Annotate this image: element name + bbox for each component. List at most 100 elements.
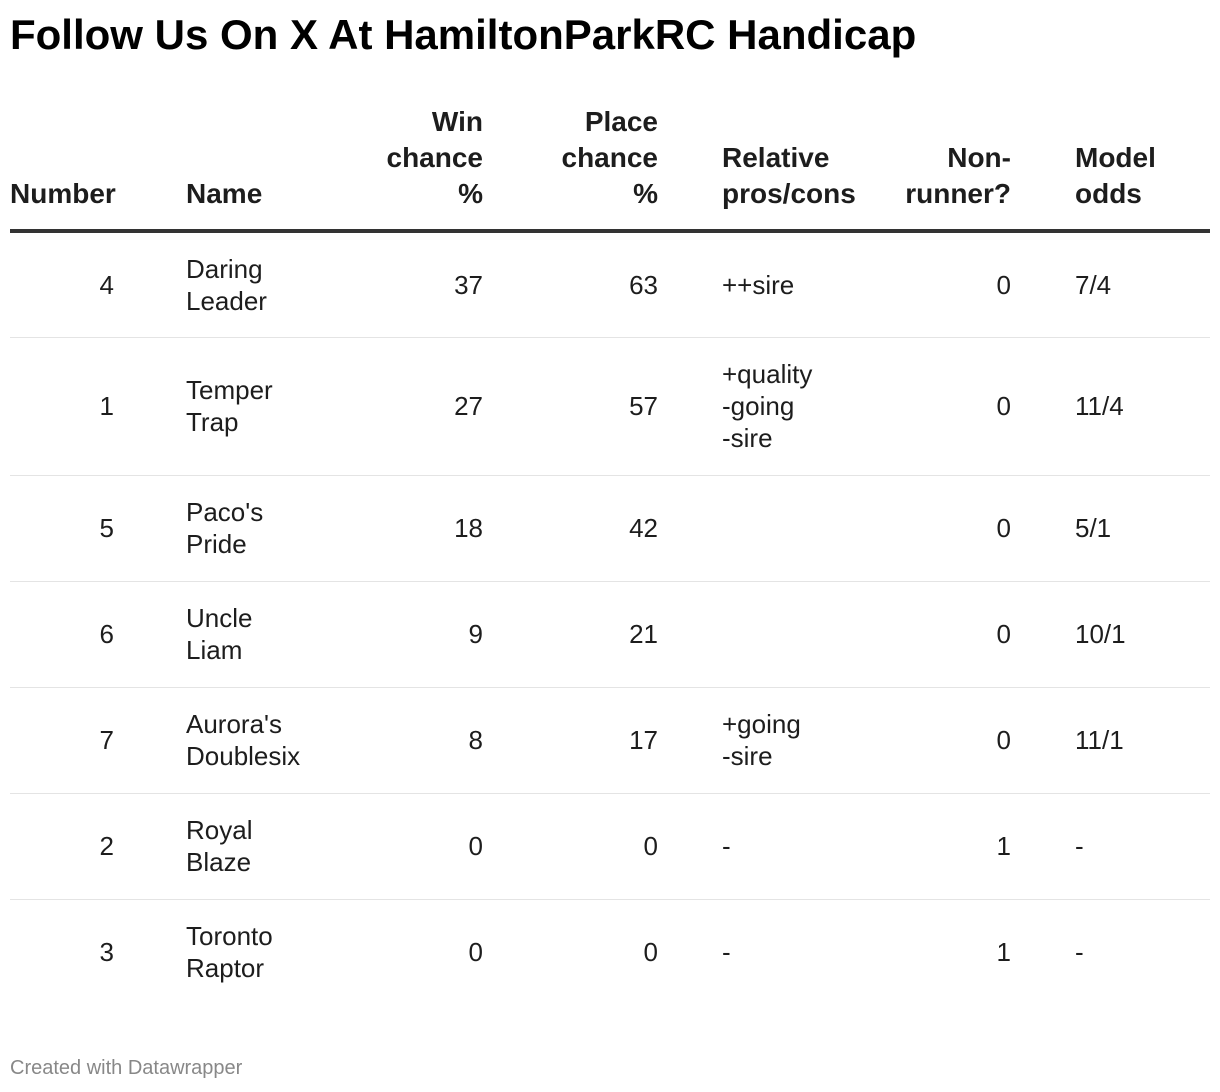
header-line: pros/cons xyxy=(722,178,856,209)
cell-non-runner: 1 xyxy=(996,937,1011,968)
cell-non-runner: 0 xyxy=(996,269,1011,300)
name-line: Royal xyxy=(186,815,253,845)
column-header-number[interactable]: Number xyxy=(10,104,186,233)
table-row: 3 Toronto Raptor 0 0 - 1 - xyxy=(10,899,1210,1005)
column-header-win-chance[interactable]: Win chance % xyxy=(348,104,483,233)
name-line: Blaze xyxy=(186,847,252,877)
header-line: Place xyxy=(584,106,658,137)
column-header-non-runner[interactable]: Non- runner? xyxy=(831,104,1011,233)
cell-model-odds: 10/1 xyxy=(1075,619,1126,649)
cell-place-chance: 17 xyxy=(629,725,658,755)
cell-model-odds: 11/4 xyxy=(1075,391,1124,421)
cell-win-chance: 0 xyxy=(468,831,483,861)
cell-non-runner: 0 xyxy=(996,619,1011,649)
header-line: Win xyxy=(431,106,483,137)
name-line: Doublesix xyxy=(186,741,301,771)
cell-model-odds: - xyxy=(1075,831,1084,861)
name-line: Aurora's xyxy=(186,709,283,739)
pros-cons-line: -going xyxy=(722,391,795,421)
column-header-model-odds[interactable]: Model odds xyxy=(1011,104,1210,233)
cell-number: 3 xyxy=(99,937,114,968)
pros-cons-line: -sire xyxy=(722,741,773,771)
name-line: Raptor xyxy=(186,953,265,984)
header-row: Number Name Win chance % Place chance % … xyxy=(10,104,1210,233)
cell-name: Uncle Liam xyxy=(186,581,348,687)
cell-model-odds: 5/1 xyxy=(1075,513,1112,543)
name-line: Pride xyxy=(186,529,247,559)
pros-cons-line: -sire xyxy=(722,423,773,453)
pros-cons-line: - xyxy=(722,937,731,968)
header-line: Name xyxy=(186,178,263,209)
chart-title: Follow Us On X At HamiltonParkRC Handica… xyxy=(10,11,917,58)
cell-name: Daring Leader xyxy=(186,231,348,337)
cell-win-chance: 37 xyxy=(454,269,483,300)
name-line: Paco's xyxy=(186,497,264,527)
cell-place-chance: 42 xyxy=(629,513,658,543)
pros-cons-line: - xyxy=(722,831,731,861)
cell-number: 7 xyxy=(99,725,114,755)
header-line: odds xyxy=(1075,178,1142,209)
name-line: Liam xyxy=(186,635,243,665)
cell-place-chance: 21 xyxy=(629,619,658,649)
cell-win-chance: 27 xyxy=(454,391,483,421)
header-line: % xyxy=(458,178,483,209)
data-table: Number Name Win chance % Place chance % … xyxy=(10,104,1210,1005)
header-line: Relative xyxy=(722,142,830,173)
cell-place-chance: 63 xyxy=(629,269,658,300)
cell-pros-cons xyxy=(658,581,831,687)
name-line: Leader xyxy=(186,285,267,316)
name-line: Toronto xyxy=(186,921,273,952)
name-line: Trap xyxy=(186,407,239,437)
name-line: Uncle xyxy=(186,603,253,633)
attribution-footer[interactable]: Created with Datawrapper xyxy=(10,1057,243,1079)
cell-number: 4 xyxy=(99,269,114,300)
header-line: Number xyxy=(10,178,116,209)
cell-pros-cons: ++sire xyxy=(658,231,831,337)
table-header: Number Name Win chance % Place chance % … xyxy=(10,104,1210,233)
cell-number: 5 xyxy=(99,513,114,543)
cell-place-chance: 0 xyxy=(643,831,658,861)
cell-model-odds: 11/1 xyxy=(1075,725,1124,755)
cell-pros-cons: +quality -going -sire xyxy=(658,337,831,475)
cell-place-chance: 0 xyxy=(643,937,658,968)
table-row: 1 Temper Trap 27 57 +quality -going -sire 0 11/4 xyxy=(10,337,1210,475)
cell-number: 1 xyxy=(99,391,114,421)
table-row: 6 Uncle Liam 9 21 0 10/1 xyxy=(10,581,1210,687)
cell-win-chance: 8 xyxy=(468,725,483,755)
pros-cons-line: +going xyxy=(722,709,801,739)
name-line: Daring xyxy=(186,253,263,284)
cell-name: Toronto Raptor xyxy=(186,899,348,1005)
pros-cons-line: ++sire xyxy=(722,269,795,300)
pros-cons-line: +quality xyxy=(722,359,813,389)
table-row: 7 Aurora's Doublesix 8 17 +going -sire 0 11/1 xyxy=(10,687,1210,793)
cell-name: Aurora's Doublesix xyxy=(186,687,348,793)
cell-model-odds: - xyxy=(1075,937,1084,968)
cell-win-chance: 0 xyxy=(468,937,483,968)
cell-pros-cons xyxy=(658,475,831,581)
table-row: 5 Paco's Pride 18 42 0 5/1 xyxy=(10,475,1210,581)
column-header-pros-cons[interactable]: Relative pros/cons xyxy=(658,104,856,233)
header-line: Model xyxy=(1075,142,1156,173)
header-line: % xyxy=(633,178,658,209)
cell-non-runner: 0 xyxy=(996,513,1011,543)
cell-pros-cons: - xyxy=(658,793,831,899)
cell-win-chance: 9 xyxy=(468,619,483,649)
cell-pros-cons: - xyxy=(658,899,831,1005)
cell-non-runner: 0 xyxy=(996,391,1011,421)
cell-model-odds: 7/4 xyxy=(1075,269,1112,300)
header-line: runner? xyxy=(905,178,1011,209)
name-line: Temper xyxy=(186,375,273,405)
cell-place-chance: 57 xyxy=(629,391,658,421)
column-header-place-chance[interactable]: Place chance % xyxy=(483,104,659,233)
header-line: Non- xyxy=(947,142,1011,173)
cell-number: 2 xyxy=(99,831,114,861)
cell-name: Temper Trap xyxy=(186,337,348,475)
cell-win-chance: 18 xyxy=(454,513,483,543)
table-row: 4 Daring Leader 37 63 ++sire 0 7/4 xyxy=(10,231,1210,337)
cell-number: 6 xyxy=(99,619,114,649)
cell-name: Royal Blaze xyxy=(186,793,348,899)
cell-non-runner: 0 xyxy=(996,725,1011,755)
header-line: chance xyxy=(561,142,659,173)
cell-non-runner: 1 xyxy=(996,831,1011,861)
column-header-name[interactable]: Name xyxy=(186,104,348,233)
